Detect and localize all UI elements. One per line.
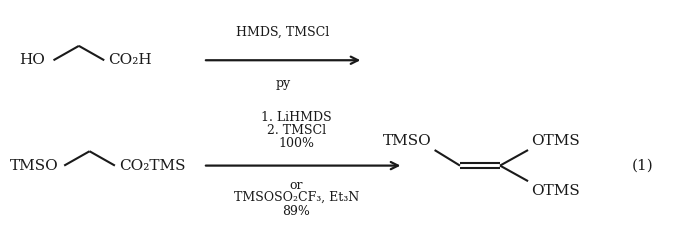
Text: or: or (289, 179, 304, 192)
Text: (1): (1) (632, 159, 653, 172)
Text: 89%: 89% (283, 205, 310, 218)
Text: HMDS, TMSCl: HMDS, TMSCl (236, 26, 330, 39)
Text: CO₂TMS: CO₂TMS (119, 159, 186, 172)
Text: TMSO: TMSO (383, 134, 432, 148)
Text: OTMS: OTMS (531, 134, 579, 148)
Text: TMSO: TMSO (9, 159, 58, 172)
Text: 2. TMSCl: 2. TMSCl (267, 124, 326, 137)
Text: HO: HO (20, 53, 45, 67)
Text: py: py (275, 77, 291, 90)
Text: 1. LiHMDS: 1. LiHMDS (261, 111, 332, 124)
Text: OTMS: OTMS (531, 184, 579, 197)
Text: CO₂H: CO₂H (108, 53, 152, 67)
Text: TMSOSO₂CF₃, Et₃N: TMSOSO₂CF₃, Et₃N (234, 191, 359, 204)
Text: 100%: 100% (279, 137, 314, 150)
